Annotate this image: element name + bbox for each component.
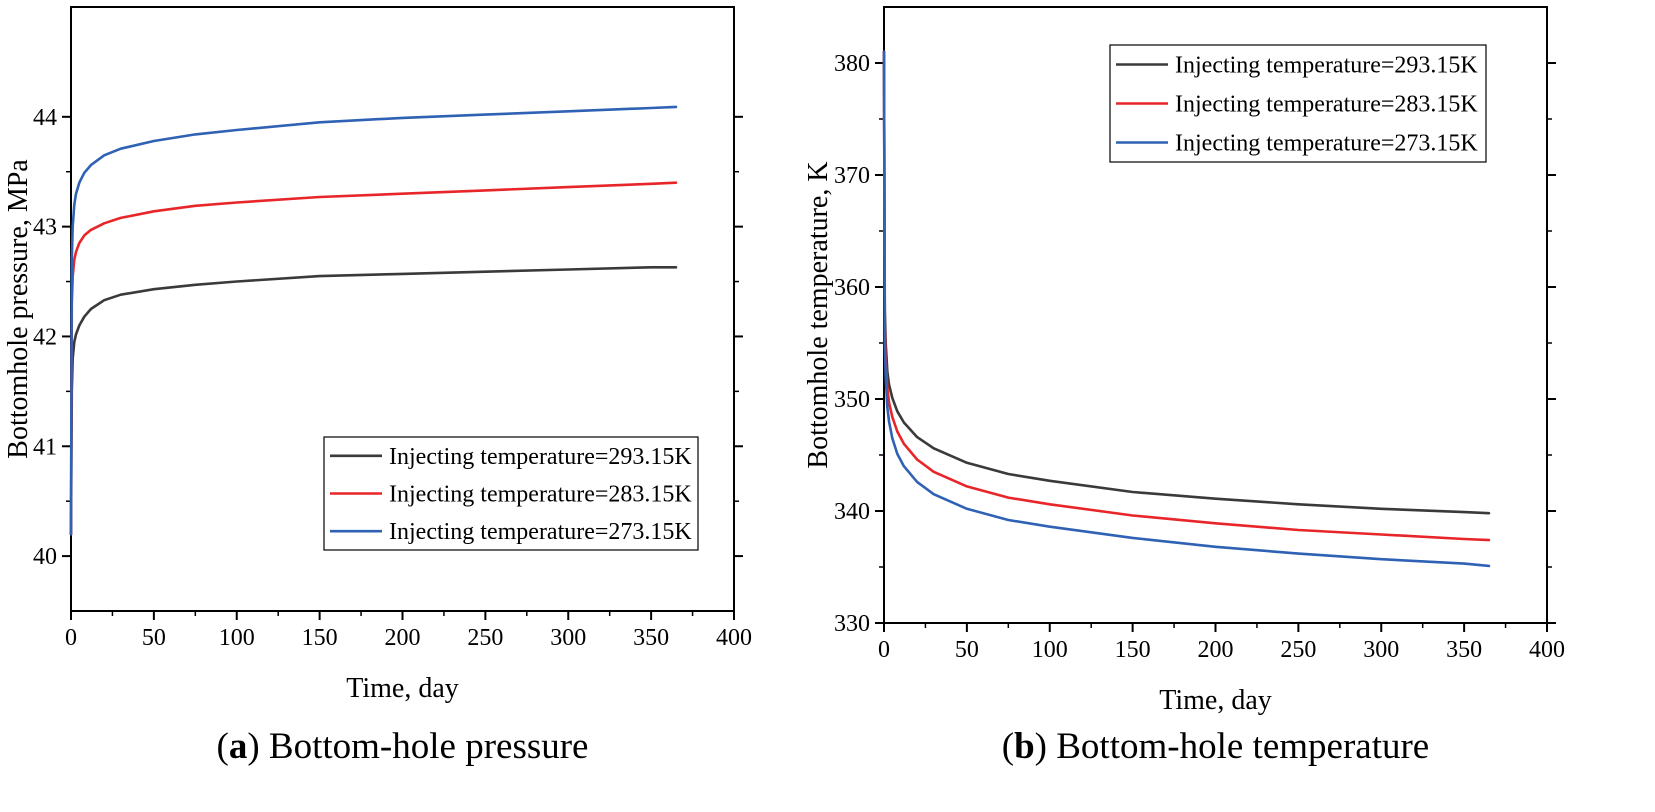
y-tick-label: 330	[834, 611, 870, 637]
caption-b: (b) Bottom-hole temperature	[1002, 726, 1429, 767]
x-tick-label: 400	[1529, 637, 1565, 663]
panel-a: 0 50 100 150 200 250 300 350 400 40 41 42 43 44 Time…	[3, 6, 752, 767]
legend-box	[323, 436, 699, 551]
caption-text-a: Bottom-hole pressure	[269, 726, 589, 767]
legend-label-1: Injecting temperature=293.15K	[389, 444, 692, 470]
y-tick-label: 360	[834, 275, 870, 301]
x-tick-label: 200	[1198, 637, 1234, 663]
y-ticks-a: 40 41 42 43 44	[33, 105, 743, 570]
legend-label-2: Injecting temperature=283.15K	[389, 482, 692, 508]
legend-a: Injecting temperature=293.15K Injecting t…	[323, 436, 699, 551]
y-tick-label: 40	[33, 544, 57, 570]
series-lines-b	[882, 50, 1491, 568]
x-axis-label-a: Time, day	[346, 673, 459, 704]
x-tick-label: 100	[219, 625, 255, 651]
series-lines-a	[69, 105, 678, 536]
x-tick-label: 400	[716, 625, 752, 651]
y-tick-label: 340	[834, 499, 870, 525]
legend-b: Injecting temperature=293.15K Injecting t…	[1109, 44, 1487, 163]
y-tick-label: 44	[33, 105, 57, 131]
legend-label-3: Injecting temperature=273.15K	[389, 519, 692, 545]
x-tick-label: 300	[1363, 637, 1399, 663]
legend-label-1: Injecting temperature=293.15K	[1175, 53, 1478, 79]
y-tick-label: 350	[834, 387, 870, 413]
x-tick-label: 350	[1446, 637, 1482, 663]
x-tick-label: 50	[142, 625, 166, 651]
x-ticks-a: 0 50 100 150 200 250 300 350 400	[65, 611, 752, 651]
legend-label-3: Injecting temperature=273.15K	[1175, 131, 1478, 157]
x-tick-label: 300	[550, 625, 586, 651]
y-tick-label: 380	[834, 51, 870, 77]
y-tick-label: 41	[33, 434, 57, 460]
x-tick-label: 0	[878, 637, 890, 663]
x-tick-label: 250	[1280, 637, 1316, 663]
caption-letter-a: a	[229, 726, 248, 767]
panel-b: 0 50 100 150 200 250 300 350 400 330 340 350 360 370…	[803, 6, 1565, 767]
legend-label-2: Injecting temperature=283.15K	[1175, 92, 1478, 118]
y-ticks-b: 330 340 350 360 370 380	[834, 51, 1556, 637]
y-axis-label-a: Bottomhole pressure, MPa	[3, 159, 34, 459]
series-line-1	[69, 265, 678, 536]
x-tick-label: 200	[385, 625, 421, 651]
y-axis-label-b: Bottomhole temperature, K	[803, 161, 834, 468]
legend-box	[1109, 44, 1487, 163]
y-tick-label: 42	[33, 324, 57, 350]
caption-a: (a) Bottom-hole pressure	[217, 726, 589, 767]
series-line-3	[882, 50, 1491, 568]
x-tick-label: 50	[955, 637, 979, 663]
series-line-3	[69, 105, 678, 536]
x-tick-label: 100	[1032, 637, 1068, 663]
caption-letter-b: b	[1014, 726, 1035, 767]
x-tick-label: 350	[633, 625, 669, 651]
x-tick-label: 0	[65, 625, 77, 651]
x-tick-label: 150	[1115, 637, 1151, 663]
y-tick-label: 370	[834, 163, 870, 189]
x-tick-label: 250	[467, 625, 503, 651]
caption-text-b: Bottom-hole temperature	[1056, 726, 1429, 767]
x-axis-label-b: Time, day	[1159, 685, 1272, 716]
series-line-2	[69, 181, 678, 536]
x-tick-label: 150	[302, 625, 338, 651]
y-tick-label: 43	[33, 215, 57, 241]
x-ticks-b: 0 50 100 150 200 250 300 350 400	[878, 623, 1565, 663]
